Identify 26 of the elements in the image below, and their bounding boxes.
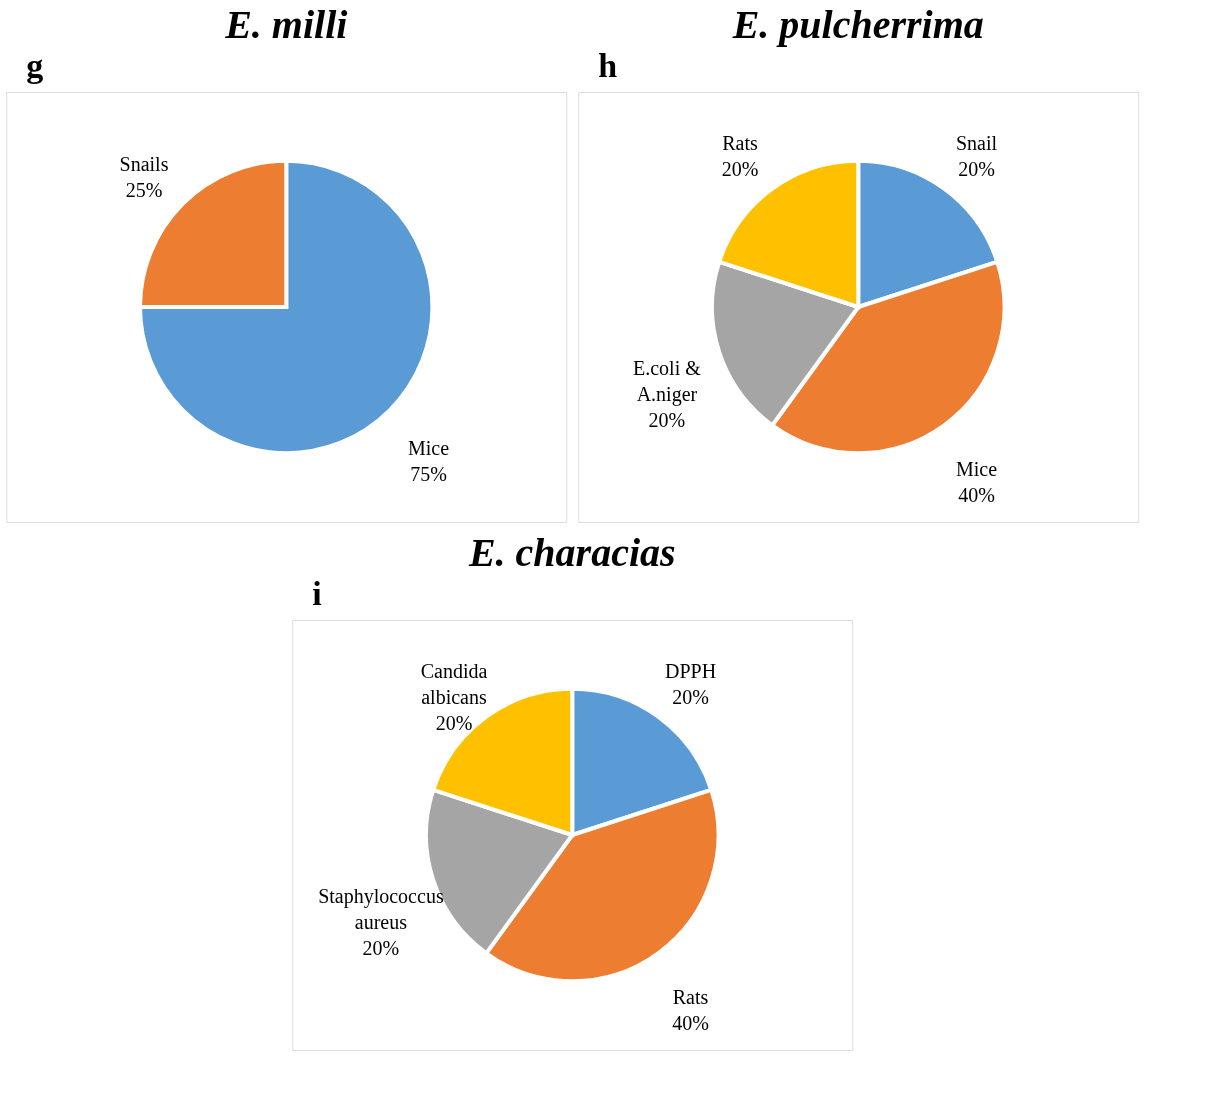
data-label: 20% xyxy=(435,712,473,735)
data-label: 75% xyxy=(410,463,447,486)
chart-title: E. characias xyxy=(467,530,676,575)
text: h xyxy=(598,47,618,84)
slice-label: Snail xyxy=(955,132,998,155)
chart-title: E. milli xyxy=(224,2,348,47)
data-label: 25% xyxy=(125,178,163,201)
data-label: 40% xyxy=(672,1011,709,1034)
data-label: 20% xyxy=(721,158,759,181)
slice-label: Mice xyxy=(407,437,450,460)
data-label: 20% xyxy=(958,158,995,181)
slice-label: E.coli & A.niger xyxy=(633,357,702,407)
slice-label: Rats xyxy=(672,985,709,1008)
slice-label: Staphylococcus aureus xyxy=(318,885,444,934)
chart-title: E. pulcherrima xyxy=(731,2,984,47)
slice-label: DPPH xyxy=(664,660,717,683)
slice-label: Rats xyxy=(722,132,758,155)
slice-label: Mice xyxy=(955,457,998,480)
data-label: 40% xyxy=(958,483,995,506)
data-label: 20% xyxy=(362,937,400,960)
slice-label: Snails xyxy=(119,152,169,175)
text: i xyxy=(312,575,322,612)
data-label: 20% xyxy=(648,409,686,432)
text: g xyxy=(26,47,44,84)
data-label: 20% xyxy=(672,686,709,709)
slice-label: Candida albicans xyxy=(420,660,488,709)
